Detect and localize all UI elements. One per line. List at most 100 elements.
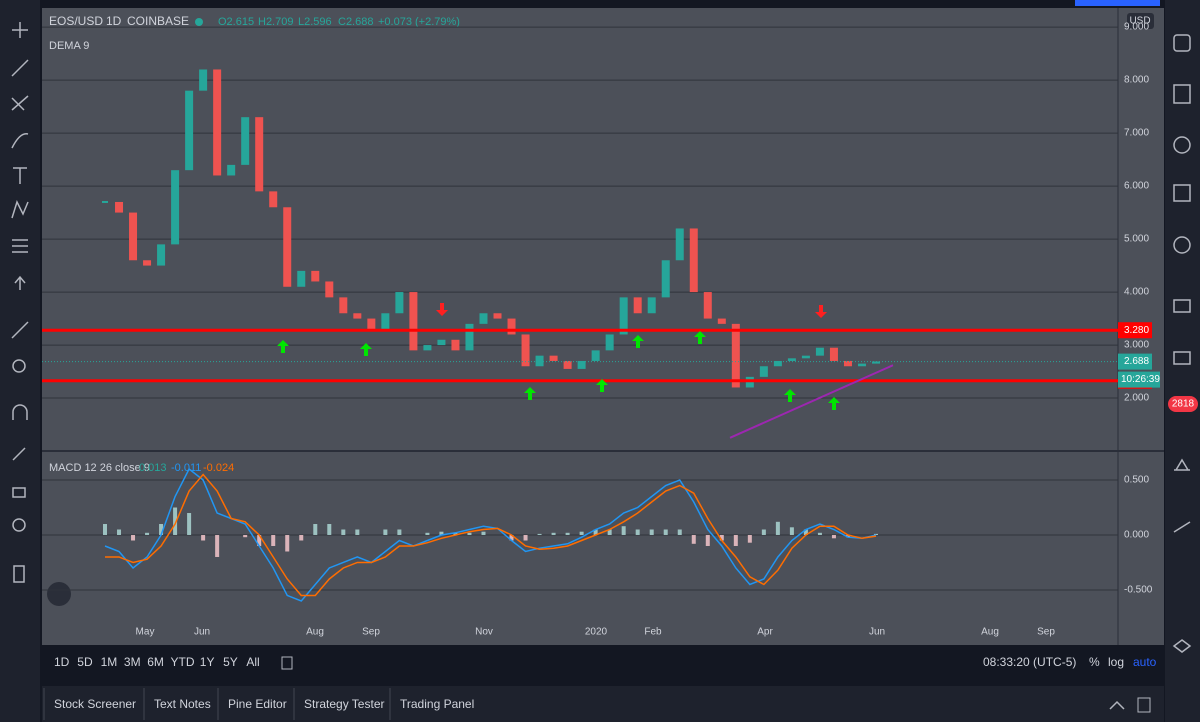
visibility-tool[interactable] xyxy=(12,518,26,532)
countdown: 10:26:39 xyxy=(1121,374,1160,385)
prediction-tool[interactable] xyxy=(12,239,28,253)
auto-toggle[interactable]: auto xyxy=(1133,655,1157,669)
histogram-bar xyxy=(397,529,402,535)
lock-tool[interactable] xyxy=(12,487,26,498)
range-button[interactable]: YTD xyxy=(171,655,195,669)
histogram-bar xyxy=(425,532,430,535)
histogram-bar xyxy=(607,529,612,535)
range-button[interactable]: 1Y xyxy=(200,655,215,669)
messages[interactable] xyxy=(1173,351,1191,365)
histogram-bar xyxy=(593,529,598,535)
range-button[interactable]: 6M xyxy=(147,655,164,669)
tab[interactable]: Pine Editor xyxy=(228,697,287,711)
candle xyxy=(493,313,502,319)
candle xyxy=(661,260,670,298)
tabs-bg xyxy=(42,686,1164,722)
chats[interactable] xyxy=(1173,299,1191,313)
watchlist[interactable] xyxy=(1173,34,1191,52)
candle xyxy=(689,228,698,293)
logo[interactable] xyxy=(47,582,71,606)
candle xyxy=(227,164,236,176)
candle xyxy=(619,297,628,335)
x-tick-label: Jun xyxy=(869,627,885,638)
range-button[interactable]: 3M xyxy=(124,655,141,669)
candle xyxy=(521,334,530,367)
date-range-button[interactable] xyxy=(281,656,293,670)
hotlist[interactable] xyxy=(1173,521,1191,533)
x-tick-label: Sep xyxy=(362,627,380,638)
candle xyxy=(773,360,782,367)
candle xyxy=(367,318,376,330)
bottom-tabs: Stock Screener Text Notes Pine Editor Strat… xyxy=(42,686,1164,722)
details[interactable] xyxy=(1173,84,1191,104)
y-tick-label: 0.500 xyxy=(1124,475,1149,486)
line-tool[interactable] xyxy=(11,59,29,77)
candle xyxy=(703,292,712,319)
trash-tool[interactable] xyxy=(13,565,25,583)
range-button[interactable]: All xyxy=(246,655,259,669)
tab[interactable]: Text Notes xyxy=(154,697,211,711)
tab[interactable]: Strategy Tester xyxy=(304,697,384,711)
histogram-bar xyxy=(159,524,164,535)
log-toggle[interactable]: log xyxy=(1108,655,1124,669)
indicator-value: -0.024 xyxy=(203,462,234,474)
ruler-tool[interactable] xyxy=(11,321,29,339)
notifications[interactable] xyxy=(1174,458,1190,471)
candle xyxy=(717,318,726,324)
magnet-tool[interactable] xyxy=(12,404,28,420)
x-tick-label: Feb xyxy=(644,627,662,638)
layers[interactable] xyxy=(1172,639,1192,653)
y-tick-label: 4.000 xyxy=(1124,287,1149,298)
currency-button[interactable] xyxy=(1127,13,1154,29)
histogram-bar xyxy=(775,521,780,535)
pattern-tool[interactable] xyxy=(11,200,29,219)
indicator-title: MACD 12 26 close 9 xyxy=(49,462,150,474)
histogram-bar xyxy=(733,535,738,546)
histogram-bar xyxy=(761,529,766,535)
arrow-tool[interactable] xyxy=(14,275,26,290)
candle xyxy=(423,345,432,351)
calendar[interactable] xyxy=(1173,184,1191,202)
candle xyxy=(311,270,320,282)
range-button[interactable]: 5Y xyxy=(223,655,238,669)
histogram-bar xyxy=(257,535,262,546)
macd-line xyxy=(105,473,877,597)
last-price-tag xyxy=(1118,353,1152,370)
maximize-button[interactable] xyxy=(1137,697,1151,713)
crosshair-tool[interactable] xyxy=(12,22,28,38)
toolbar-bg xyxy=(0,0,40,722)
change: +0.073 (+2.79%) xyxy=(378,16,460,28)
histogram-bar xyxy=(705,535,710,546)
y-tick-label: 9.000 xyxy=(1124,22,1149,33)
buy-arrow xyxy=(277,340,289,353)
candle xyxy=(269,191,278,208)
candle xyxy=(409,292,418,351)
zoom-tool[interactable] xyxy=(12,359,26,373)
status-dot xyxy=(195,18,203,26)
collapse-button[interactable] xyxy=(1109,700,1125,710)
histogram-bar xyxy=(103,524,107,535)
exchange: COINBASE xyxy=(127,14,189,28)
range-button[interactable]: 1D xyxy=(54,655,70,669)
range-button[interactable]: 5D xyxy=(77,655,93,669)
fib-tool[interactable] xyxy=(11,95,29,111)
range-button[interactable]: 1M xyxy=(101,655,118,669)
top-button[interactable] xyxy=(1075,0,1160,6)
draw-mode[interactable] xyxy=(12,447,26,461)
histogram-bar xyxy=(481,531,486,535)
candle xyxy=(759,366,768,377)
tab[interactable]: Stock Screener xyxy=(54,697,136,711)
alerts[interactable] xyxy=(1173,136,1191,154)
signal-arrows xyxy=(277,303,840,410)
ideas[interactable] xyxy=(1173,236,1191,254)
brush-tool[interactable] xyxy=(11,133,29,149)
histogram-bar xyxy=(565,532,570,535)
candle xyxy=(787,358,796,361)
range-bar-bg xyxy=(42,645,1164,682)
text-tool[interactable] xyxy=(13,167,27,184)
tab[interactable]: Trading Panel xyxy=(400,697,474,711)
ohlc-value: C2.688 xyxy=(338,16,373,28)
histogram-bar xyxy=(215,535,220,557)
y-tick-label: 0.000 xyxy=(1124,530,1149,541)
percent-toggle[interactable]: % xyxy=(1089,655,1100,669)
